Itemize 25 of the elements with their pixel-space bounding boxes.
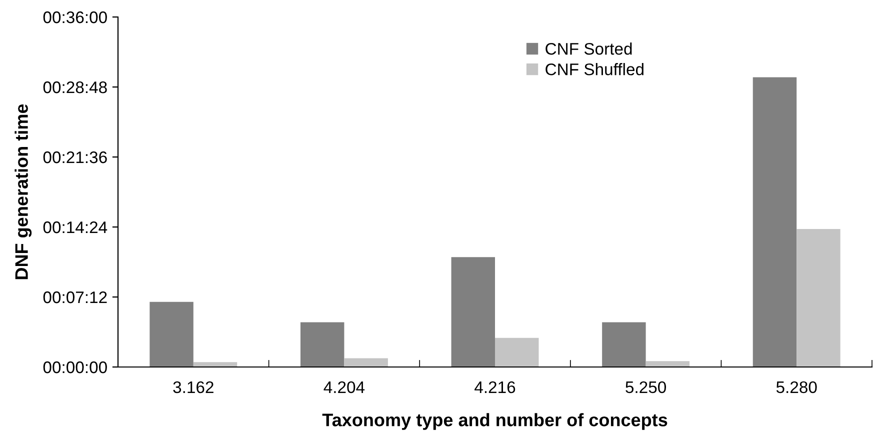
y-tick-label: 00:14:24: [43, 221, 108, 234]
bar: [495, 338, 539, 367]
y-tick-label: 00:36:00: [43, 11, 107, 24]
x-tick-label: 5.250: [626, 381, 666, 394]
bar: [300, 322, 344, 367]
bar: [646, 361, 690, 367]
y-tick-label: 00:07:12: [43, 291, 107, 304]
bar: [344, 358, 388, 367]
bar: [193, 362, 238, 367]
bar: [150, 302, 194, 367]
y-axis-title: DNF generation time: [14, 104, 32, 280]
x-axis-title: Taxonomy type and number of concepts: [322, 413, 668, 430]
x-tick-label: 5.280: [776, 381, 817, 394]
bar: [451, 257, 495, 367]
y-tick-label: 00:21:36: [43, 151, 107, 164]
bar: [752, 77, 797, 367]
bar: [602, 322, 646, 367]
legend-label: CNF Sorted: [546, 42, 632, 55]
x-tick-label: 4.216: [474, 381, 516, 394]
x-tick-label: 3.162: [173, 381, 214, 394]
bar: [796, 228, 840, 367]
x-tick-label: 4.204: [324, 381, 365, 394]
y-tick-label: 00:00:00: [43, 361, 107, 374]
legend-label: CNF Shuffled: [546, 63, 644, 76]
y-tick-label: 00:28:48: [43, 81, 107, 94]
